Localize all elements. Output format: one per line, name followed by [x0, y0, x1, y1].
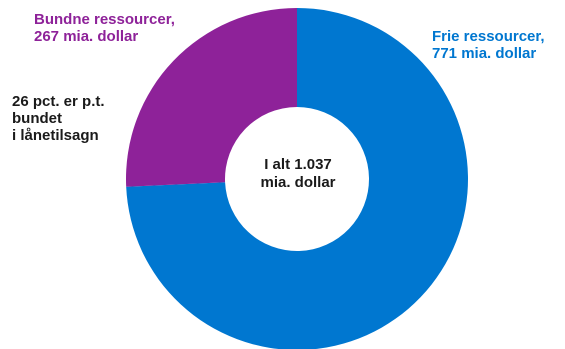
- slice-frie-ressourcer: [126, 8, 468, 349]
- label-bound-resources: Bundne ressourcer, 267 mia. dollar: [34, 11, 175, 45]
- annotation-line1: 26 pct. er p.t.: [12, 93, 105, 110]
- label-free-line2: 771 mia. dollar: [432, 45, 537, 62]
- annotation-note: 26 pct. er p.t. bundet i lånetilsagn: [12, 93, 105, 144]
- label-free-resources: Frie ressourcer, 771 mia. dollar: [432, 28, 545, 62]
- annotation-line3: i lånetilsagn: [12, 127, 99, 144]
- label-bound-line1: Bundne ressourcer,: [34, 11, 175, 28]
- donut-slices: [126, 8, 468, 349]
- label-bound-line2: 267 mia. dollar: [34, 28, 139, 45]
- center-line2: mia. dollar: [260, 174, 336, 191]
- center-line1: I alt 1.037: [264, 156, 332, 173]
- annotation-line2: bundet: [12, 110, 62, 127]
- slice-bundne-ressourcer: [126, 8, 297, 187]
- center-total-label: I alt 1.037 mia. dollar: [228, 156, 368, 192]
- label-free-line1: Frie ressourcer,: [432, 28, 545, 45]
